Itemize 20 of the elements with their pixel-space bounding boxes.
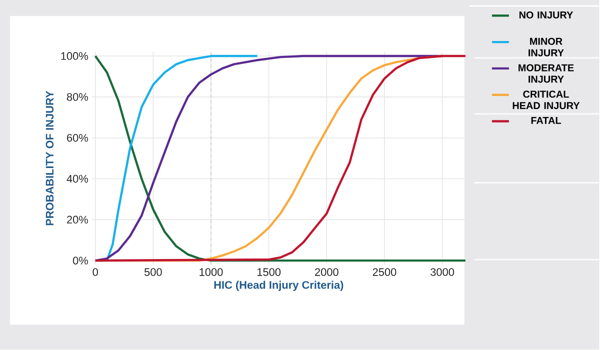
y-tick-label: 40% [66,175,88,183]
legend-label: MINOR INJURY [528,38,564,57]
legend-label: NO INJURY [519,12,574,19]
legend-label: FATAL [531,117,561,124]
legend-label: CRITICAL HEAD INJURY [512,90,580,110]
x-tick-label: 2500 [372,268,396,276]
legend-label: MODERATE INJURY [518,64,574,83]
x-axis-title: HIC (Head Injury Criteria) [214,280,344,292]
y-tick-label: 60% [67,134,88,142]
y-tick-label: 80% [66,93,88,102]
y-tick-label: 100% [61,52,88,60]
y-tick-label: 20% [67,216,88,224]
x-tick-label: 3000 [430,268,454,276]
y-tick-label: 0% [72,256,88,265]
x-tick-label: 1000 [200,268,223,276]
x-tick-label: 0 [92,268,98,276]
x-tick-label: 500 [144,268,162,276]
x-tick-label: 2000 [315,268,338,276]
y-axis-title: PROBABILITY OF INJURY [46,91,54,226]
x-tick-label: 1500 [257,268,281,276]
